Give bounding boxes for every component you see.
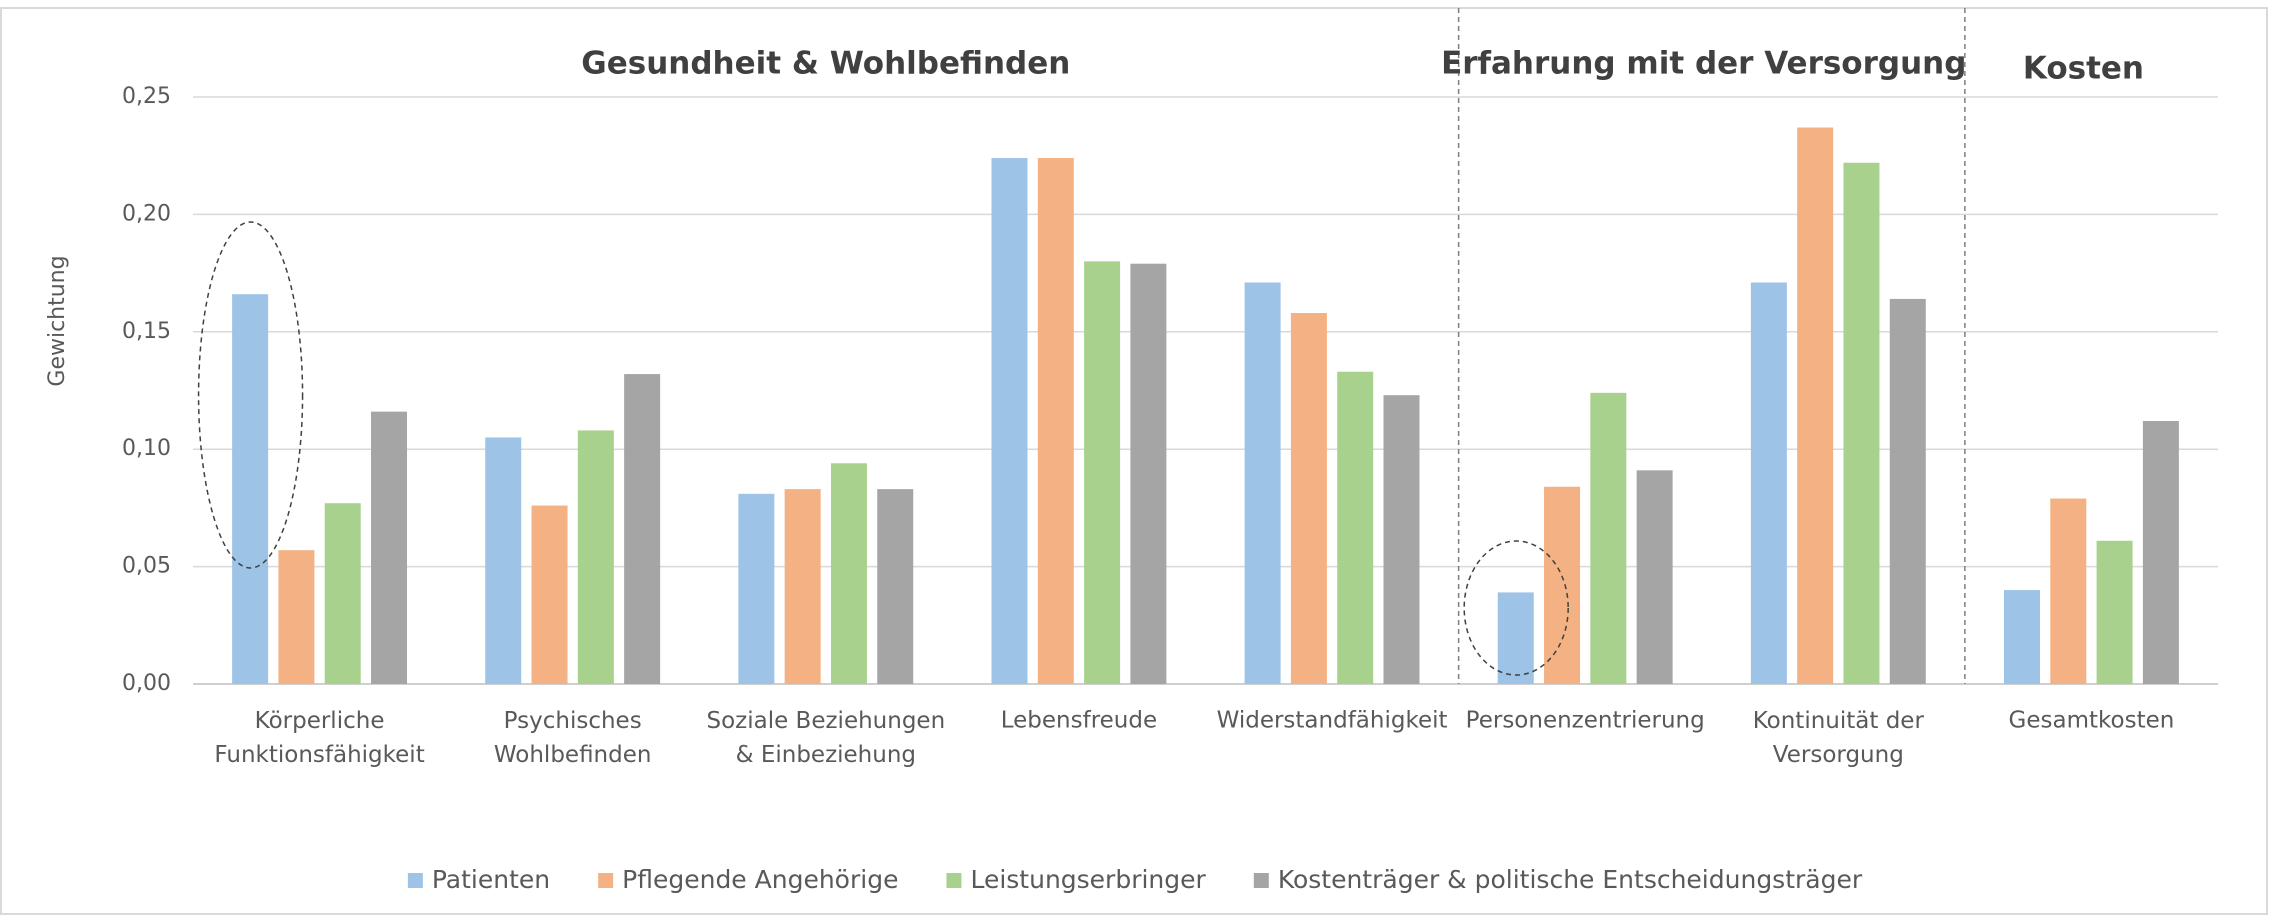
bar (371, 411, 408, 684)
bar (1497, 592, 1534, 684)
section-title: Kosten (2023, 51, 2144, 87)
legend-swatch (946, 873, 962, 888)
y-axis-title: Gewichtung (45, 255, 70, 386)
annotation-ellipse (197, 221, 304, 569)
section-title: Erfahrung mit der Versorgung (1441, 46, 1966, 82)
x-tick-label: Widerstandfähigkeit (1217, 708, 1448, 734)
x-tick-label: Soziale Beziehungen & Einbeziehung (706, 708, 945, 768)
legend-label: Kostenträger & politische Entscheidungst… (1278, 865, 1863, 894)
bar (738, 493, 775, 684)
bar (877, 489, 914, 684)
bar (1337, 371, 1374, 684)
bar (1636, 470, 1673, 684)
y-tick-label: 0,05 (122, 554, 171, 579)
bar (1544, 486, 1581, 684)
bar (2142, 421, 2179, 684)
bar (830, 463, 867, 684)
legend-label: Leistungserbringer (970, 865, 1206, 894)
bar (1889, 298, 1926, 684)
bar (784, 489, 821, 684)
bar (2003, 590, 2040, 684)
y-tick-label: 0,25 (122, 84, 171, 109)
bar (531, 505, 568, 684)
legend-swatch (598, 873, 614, 888)
x-tick-label: Personenzentrierung (1466, 708, 1705, 734)
x-tick-label: Lebensfreude (1001, 708, 1157, 734)
y-tick-label: 0,15 (122, 319, 171, 344)
legend-swatch (1253, 873, 1269, 888)
legend-label: Patienten (432, 865, 550, 894)
bar (485, 437, 522, 684)
bar (1750, 282, 1787, 684)
legend-label: Pflegende Angehörige (622, 865, 898, 894)
x-tick-label: Kontinuität der Versorgung (1753, 708, 1925, 768)
bar (1843, 162, 1880, 684)
bar (624, 374, 661, 684)
bar (1797, 127, 1834, 685)
bar (1383, 395, 1420, 684)
bar (2050, 498, 2087, 684)
bar (278, 550, 315, 684)
bar (2096, 540, 2133, 684)
bar (991, 158, 1028, 685)
legend-swatch (407, 873, 423, 888)
bar (1590, 392, 1627, 684)
section-title: Gesundheit & Wohlbefinden (581, 46, 1070, 82)
bar (577, 430, 614, 684)
bar (324, 503, 361, 684)
y-tick-label: 0,00 (122, 671, 171, 696)
x-tick-label: Psychisches Wohlbefinden (494, 708, 652, 768)
annotation-ellipse (1463, 540, 1569, 676)
x-tick-label: Gesamtkosten (2009, 708, 2175, 734)
bar (1037, 158, 1074, 685)
bar (1084, 261, 1121, 684)
bar (1244, 282, 1281, 684)
y-tick-label: 0,10 (122, 436, 171, 461)
bar (232, 294, 269, 684)
bar (1290, 313, 1327, 684)
y-tick-label: 0,20 (122, 201, 171, 226)
bar (1130, 263, 1167, 684)
x-tick-label: Körperliche Funktionsfähigkeit (214, 708, 424, 768)
